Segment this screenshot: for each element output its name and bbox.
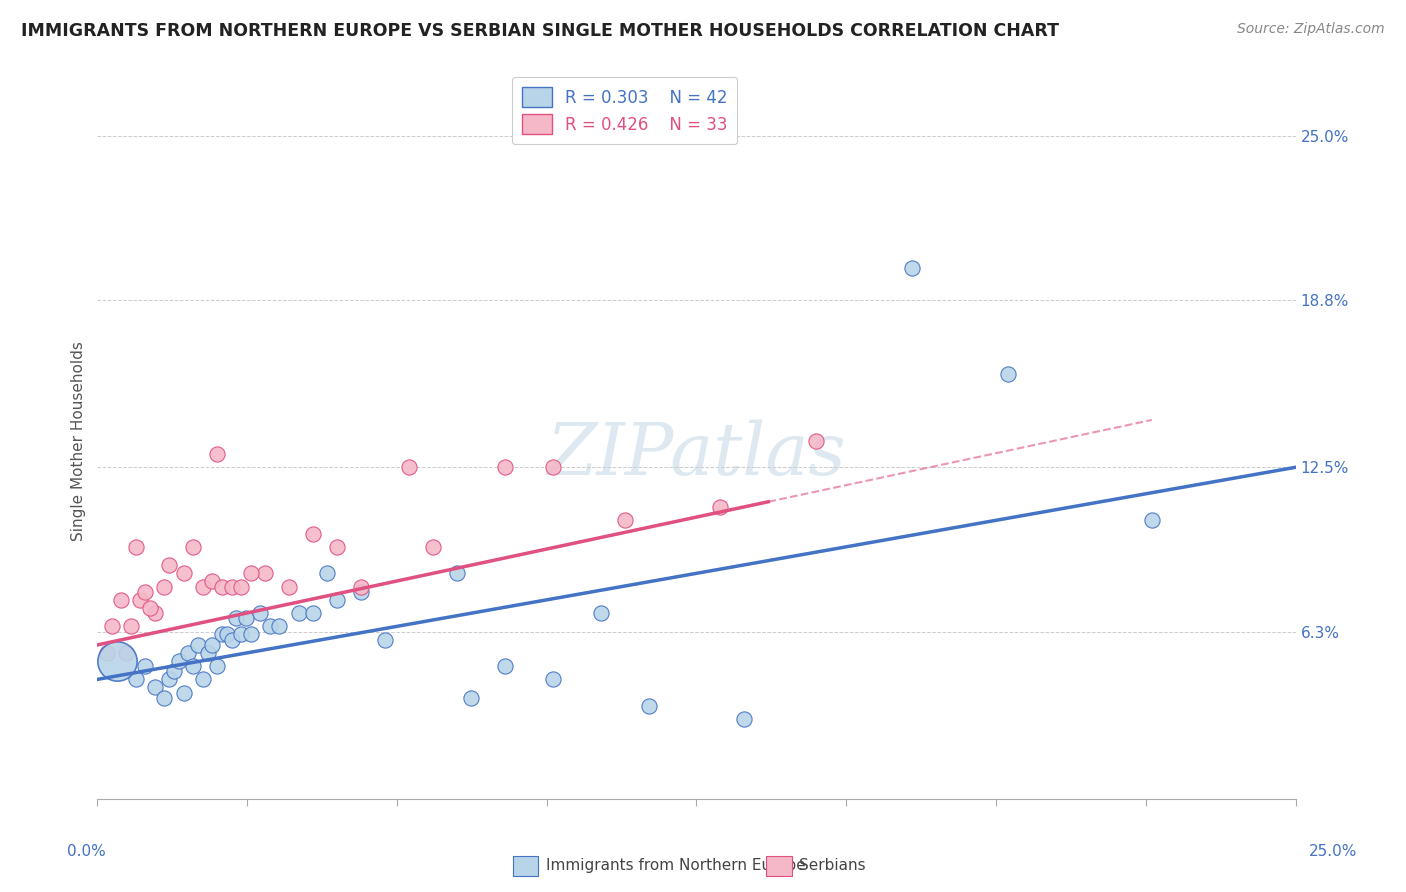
Point bbox=[125, 673, 148, 687]
Point bbox=[134, 585, 156, 599]
Point bbox=[177, 646, 200, 660]
Point bbox=[163, 665, 186, 679]
Point bbox=[446, 566, 468, 581]
Point bbox=[191, 673, 214, 687]
Point bbox=[181, 540, 204, 554]
Point bbox=[197, 646, 219, 660]
Point bbox=[997, 368, 1019, 382]
Point bbox=[733, 712, 755, 726]
Point bbox=[187, 638, 209, 652]
Point bbox=[153, 580, 176, 594]
Text: Immigrants from Northern Europe: Immigrants from Northern Europe bbox=[546, 858, 806, 872]
Point bbox=[201, 638, 224, 652]
Point bbox=[637, 698, 659, 713]
Point bbox=[709, 500, 731, 514]
Point bbox=[806, 434, 828, 448]
Point bbox=[157, 558, 180, 573]
Point bbox=[239, 566, 262, 581]
Point bbox=[326, 592, 349, 607]
Point bbox=[173, 686, 195, 700]
Point bbox=[249, 606, 271, 620]
Y-axis label: Single Mother Households: Single Mother Households bbox=[72, 341, 86, 541]
Point bbox=[129, 592, 152, 607]
Point bbox=[316, 566, 339, 581]
Point bbox=[115, 646, 138, 660]
Text: 25.0%: 25.0% bbox=[1309, 845, 1357, 859]
Text: Source: ZipAtlas.com: Source: ZipAtlas.com bbox=[1237, 22, 1385, 37]
Point bbox=[278, 580, 301, 594]
Point bbox=[259, 619, 281, 633]
Point bbox=[302, 526, 325, 541]
Point bbox=[191, 580, 214, 594]
Point bbox=[211, 580, 233, 594]
Point bbox=[350, 585, 373, 599]
Point bbox=[422, 540, 444, 554]
Point bbox=[125, 540, 148, 554]
Point bbox=[541, 460, 564, 475]
Point bbox=[350, 580, 373, 594]
Text: Serbians: Serbians bbox=[799, 858, 865, 872]
Point bbox=[205, 447, 228, 461]
Point bbox=[398, 460, 420, 475]
Point bbox=[215, 627, 238, 641]
Point bbox=[494, 659, 516, 673]
Point bbox=[231, 580, 253, 594]
Point bbox=[901, 261, 924, 276]
Point bbox=[120, 619, 142, 633]
Point bbox=[211, 627, 233, 641]
Point bbox=[287, 606, 309, 620]
Point bbox=[134, 659, 156, 673]
Point bbox=[235, 611, 257, 625]
Legend: R = 0.303    N = 42, R = 0.426    N = 33: R = 0.303 N = 42, R = 0.426 N = 33 bbox=[512, 77, 738, 145]
Point bbox=[167, 654, 190, 668]
Point bbox=[589, 606, 612, 620]
Point bbox=[239, 627, 262, 641]
Point bbox=[1140, 513, 1163, 527]
Text: IMMIGRANTS FROM NORTHERN EUROPE VS SERBIAN SINGLE MOTHER HOUSEHOLDS CORRELATION : IMMIGRANTS FROM NORTHERN EUROPE VS SERBI… bbox=[21, 22, 1059, 40]
Text: ZIPatlas: ZIPatlas bbox=[547, 420, 846, 491]
Point bbox=[302, 606, 325, 620]
Point bbox=[100, 619, 122, 633]
Point bbox=[494, 460, 516, 475]
Point bbox=[110, 592, 132, 607]
Point bbox=[460, 690, 482, 705]
Point bbox=[541, 673, 564, 687]
Point bbox=[326, 540, 349, 554]
Point bbox=[201, 574, 224, 589]
Point bbox=[139, 600, 162, 615]
Point bbox=[143, 606, 166, 620]
Point bbox=[96, 646, 118, 660]
Point bbox=[205, 659, 228, 673]
Point bbox=[143, 681, 166, 695]
Point bbox=[225, 611, 247, 625]
Point bbox=[374, 632, 396, 647]
Point bbox=[221, 580, 243, 594]
Point bbox=[269, 619, 291, 633]
Point bbox=[157, 673, 180, 687]
Point bbox=[254, 566, 277, 581]
Point bbox=[221, 632, 243, 647]
Text: 0.0%: 0.0% bbox=[67, 845, 107, 859]
Point bbox=[231, 627, 253, 641]
Point bbox=[153, 690, 176, 705]
Point bbox=[173, 566, 195, 581]
Point bbox=[181, 659, 204, 673]
Point bbox=[105, 654, 128, 668]
Point bbox=[613, 513, 636, 527]
